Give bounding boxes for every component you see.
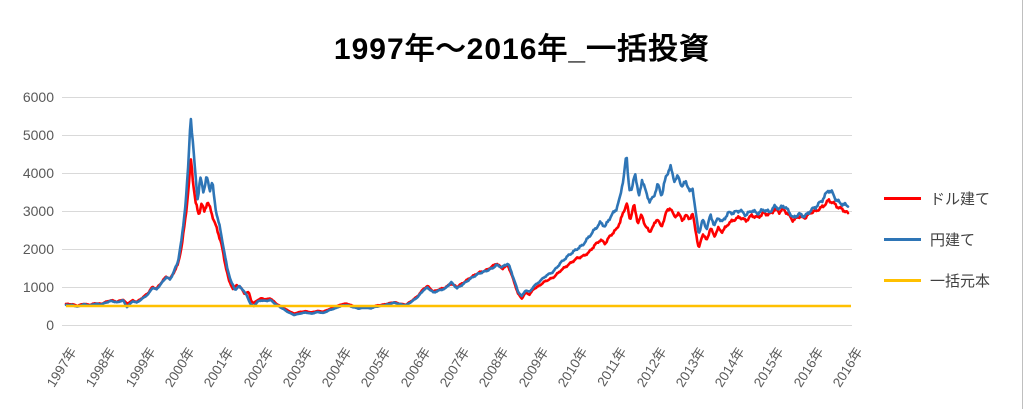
series-line-jpy (64, 117, 850, 317)
legend-swatch-usd-icon (884, 197, 921, 200)
legend-label-principal: 一括元本 (930, 273, 991, 290)
y-tick-label: 2000 (22, 241, 54, 257)
y-tick-label: 5000 (22, 127, 54, 143)
legend-item-principal: 一括元本 (884, 260, 990, 301)
legend-swatch-jpy-icon (884, 238, 921, 241)
legend-label-usd: ドル建て (930, 191, 991, 208)
y-tick-label: 3000 (22, 203, 54, 219)
legend-item-usd: ドル建て (884, 178, 990, 219)
legend-swatch-principal-icon (884, 279, 921, 282)
legend-item-jpy: 円建て (884, 219, 990, 260)
y-tick-label: 4000 (22, 165, 54, 181)
series-line-usd (64, 158, 850, 315)
chart-title: 1997年～2016年_一括投資 (333, 33, 711, 66)
window-right-border (1022, 0, 1023, 409)
y-tick-label: 6000 (22, 89, 54, 105)
legend: ドル建て 円建て 一括元本 (884, 178, 990, 301)
legend-label-jpy: 円建て (930, 232, 976, 249)
y-tick-label: 0 (46, 317, 54, 333)
y-tick-label: 1000 (22, 279, 54, 295)
